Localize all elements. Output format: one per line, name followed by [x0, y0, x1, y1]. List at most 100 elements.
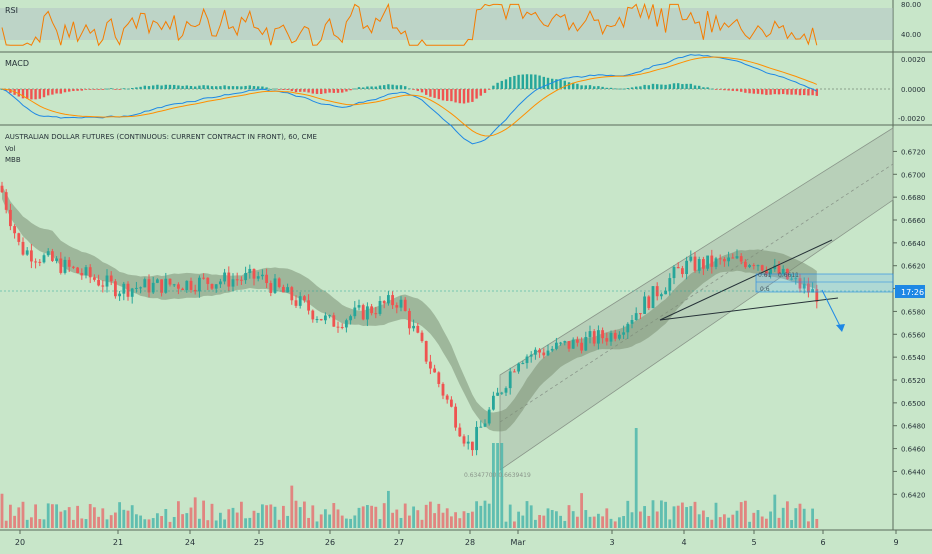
volume-bar — [273, 506, 277, 528]
candle-body — [626, 323, 630, 333]
volume-bar — [433, 513, 436, 528]
candle-body — [416, 325, 420, 333]
macd-histogram-bar — [93, 89, 96, 90]
candle-body — [563, 341, 567, 343]
volume-bar — [786, 501, 789, 528]
volume-bar — [193, 497, 197, 528]
candle-body — [290, 287, 294, 301]
candle-body — [374, 313, 378, 315]
volume-bar — [4, 520, 8, 528]
macd-histogram-bar — [773, 89, 776, 95]
candle-body — [88, 267, 92, 278]
macd-histogram-bar — [185, 85, 188, 89]
macd-histogram-bar — [710, 88, 713, 90]
candle-body — [441, 383, 445, 396]
macd-histogram-bar — [420, 89, 424, 93]
candle-body — [17, 233, 21, 242]
candle-body — [790, 278, 793, 280]
macd-histogram-bar — [160, 85, 163, 89]
macd-histogram-bar — [483, 89, 487, 93]
macd-histogram-bar — [433, 89, 436, 98]
candle-body — [647, 296, 651, 309]
volume-bar — [802, 508, 806, 528]
candle-body — [177, 284, 180, 289]
candle-body — [496, 392, 499, 396]
macd-histogram-bar — [462, 89, 466, 104]
macd-histogram-bar — [425, 89, 428, 95]
macd-histogram-bar — [173, 84, 176, 89]
macd-histogram-bar — [429, 89, 432, 97]
macd-histogram-bar — [576, 83, 579, 89]
volume-bar — [811, 508, 814, 528]
volume-bar — [244, 518, 247, 528]
volume-bars — [0, 428, 819, 528]
volume-bar — [521, 515, 525, 528]
volume-bar — [769, 511, 772, 528]
candle-body — [815, 289, 819, 302]
candle-body — [462, 436, 466, 444]
volume-bar — [790, 520, 793, 528]
candle-body — [802, 283, 806, 289]
trendlines — [0, 239, 894, 332]
macd-histogram-bar — [563, 80, 566, 89]
volume-bar — [765, 518, 768, 528]
macd-histogram-bar — [643, 84, 646, 89]
macd-histogram-bar — [307, 89, 310, 93]
volume-bar — [21, 501, 25, 528]
volume-bar — [395, 509, 399, 528]
macd-histogram-bar — [152, 85, 155, 89]
candle-body — [517, 363, 520, 372]
macd-histogram-bar — [698, 85, 701, 89]
candle-body — [466, 441, 470, 444]
rsi-band — [0, 8, 893, 40]
price-tick-label: 0.6500 — [901, 400, 926, 408]
volume-bar — [458, 518, 462, 528]
macd-histogram-bar — [320, 89, 323, 94]
volume-bar — [584, 510, 588, 528]
candle-body — [592, 331, 596, 344]
volume-bar — [269, 504, 273, 528]
macd-histogram-bar — [450, 89, 453, 102]
volume-bar — [534, 519, 537, 528]
bollinger-bands — [2, 185, 817, 432]
macd-histogram-bar — [219, 86, 222, 89]
candle-body — [336, 326, 340, 328]
price-tick-label: 0.6620 — [901, 263, 926, 271]
volume-bar — [492, 443, 495, 528]
candle-body — [42, 255, 46, 263]
candle-body — [676, 267, 680, 269]
x-tick-label: 28 — [465, 538, 475, 547]
candle-body — [248, 268, 252, 273]
macd-histogram-bar — [798, 89, 802, 96]
candle-body — [160, 279, 163, 293]
macd-histogram-bar — [273, 88, 277, 90]
volume-bar — [59, 511, 63, 528]
macd-histogram-bar — [693, 85, 697, 89]
macd-histogram-bar — [513, 75, 516, 89]
volume-bar — [214, 520, 218, 528]
candle-body — [408, 310, 411, 329]
candle-body — [630, 319, 634, 324]
candle-body — [546, 350, 550, 356]
macd-histogram-bar — [509, 77, 512, 89]
macd-histogram-bar — [811, 89, 814, 96]
macd-histogram-bar — [34, 89, 37, 100]
price-tick-label: 0.6720 — [901, 148, 926, 156]
macd-histogram-bar — [815, 89, 818, 96]
macd-histogram-bar — [408, 88, 411, 90]
candle-body — [80, 272, 84, 276]
macd-histogram-bar — [76, 89, 79, 91]
macd-histogram-bar — [391, 84, 394, 89]
candle-body — [214, 284, 218, 289]
volume-bar — [626, 500, 630, 528]
macd-level-low: -0.0020 — [898, 115, 925, 123]
macd-histogram-bar — [80, 89, 83, 91]
volume-bar — [34, 504, 37, 528]
candle-body — [672, 267, 676, 279]
candle-body — [273, 278, 277, 293]
macd-histogram-bar — [475, 89, 478, 99]
volume-bar — [160, 516, 163, 528]
volume-bar — [17, 507, 21, 528]
volume-bar — [605, 508, 609, 528]
volume-bar — [403, 503, 407, 528]
